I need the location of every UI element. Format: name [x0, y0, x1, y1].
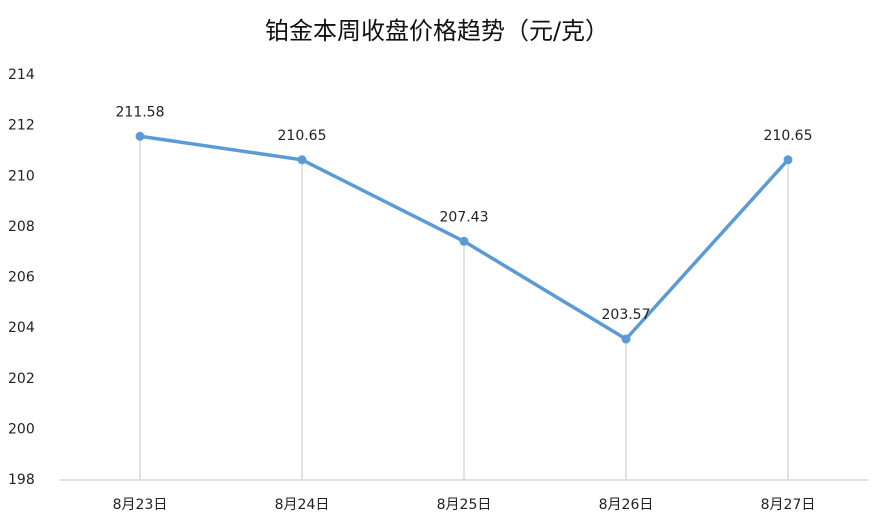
y-tick-label: 212: [8, 118, 35, 134]
y-tick-label: 210: [8, 168, 35, 184]
point: [621, 334, 631, 344]
y-tick-label: 214: [8, 67, 35, 83]
point: [135, 131, 145, 141]
value-label: 210.65: [764, 128, 813, 144]
value-label: 210.65: [278, 128, 327, 144]
x-tick-label: 8月23日: [113, 497, 168, 513]
y-tick-label: 206: [8, 270, 35, 286]
y-tick-label: 208: [8, 219, 35, 235]
x-tick-label: 8月24日: [275, 497, 330, 513]
value-label: 203.57: [602, 307, 651, 323]
y-tick-label: 204: [8, 320, 35, 336]
value-label: 211.58: [116, 104, 165, 120]
value-label: 207.43: [440, 209, 489, 225]
y-tick-label: 202: [8, 371, 35, 387]
chart-title: 铂金本周收盘价格趋势（元/克）: [265, 17, 609, 45]
x-tick-label: 8月26日: [599, 497, 654, 513]
y-tick-label: 200: [8, 421, 35, 437]
point: [297, 155, 307, 165]
point: [459, 236, 469, 246]
y-tick-label: 198: [8, 472, 35, 488]
point: [783, 155, 793, 165]
x-tick-label: 8月25日: [437, 497, 492, 513]
x-tick-label: 8月27日: [761, 497, 816, 513]
